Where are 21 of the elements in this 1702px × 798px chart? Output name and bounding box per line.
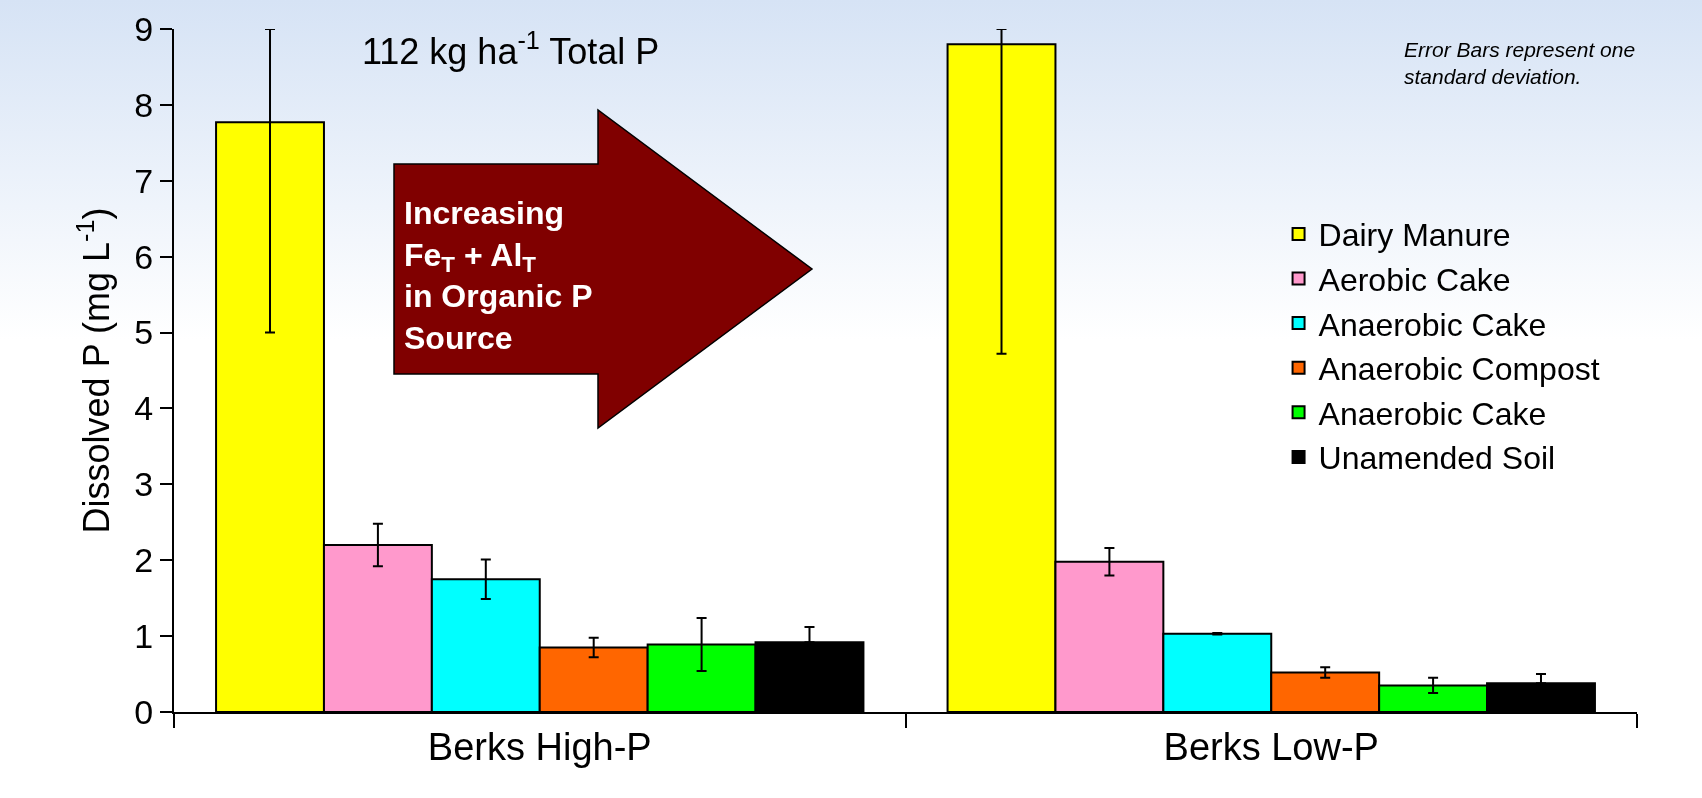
y-tick-label: 9 (134, 9, 154, 48)
annotation: Increasing Fe$_{T}$ + Al$_{T}$ in Organic P Source (404, 195, 593, 356)
x-tick-label: Berks High-P (427, 725, 652, 768)
legend-label: Unamended Soil (1318, 440, 1556, 477)
y-tick-label: 8 (134, 85, 154, 124)
legend-label: Anaerobic Compost (1318, 351, 1600, 388)
chart-title: 112 kg ha$^{-1}$ Total P (361, 26, 660, 73)
y-tick-label: 3 (134, 465, 154, 504)
y-tick-label: 6 (134, 237, 154, 276)
legend-label: Anaerobic Cake (1318, 395, 1547, 432)
y-tick-label: 4 (134, 389, 154, 428)
y-tick-label: 1 (134, 617, 154, 656)
x-tick-label: Berks Low-P (1163, 725, 1379, 768)
legend-label: Anaerobic Cake (1318, 306, 1547, 343)
legend-label: Aerobic Cake (1318, 261, 1511, 298)
annotation: Error Bars represent one standard deviation. (1404, 38, 1636, 89)
y-tick-label: 5 (134, 313, 154, 352)
y-tick-label: 7 (134, 161, 154, 200)
legend-label: Dairy Manure (1318, 217, 1511, 254)
y-tick-label: 2 (134, 541, 154, 580)
y-tick-label: 0 (134, 692, 154, 731)
